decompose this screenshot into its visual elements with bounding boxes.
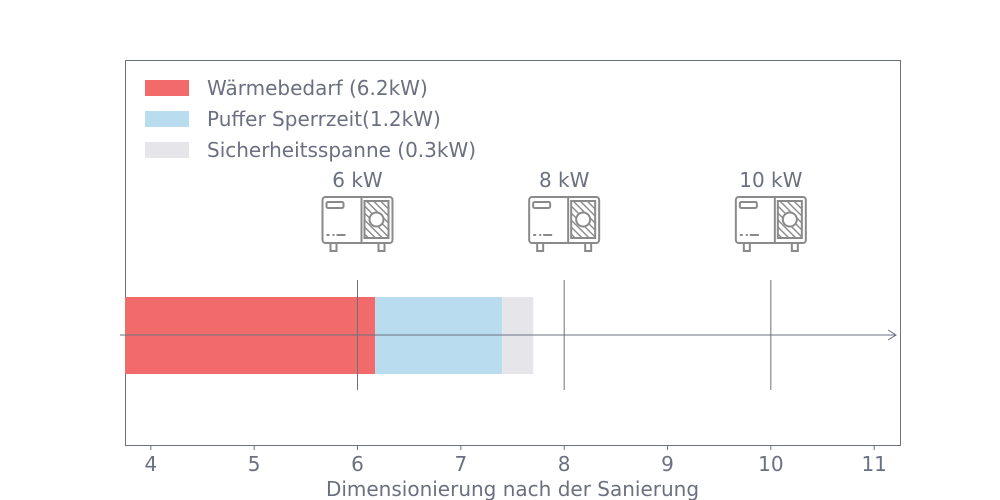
- x-tick-label: 10: [758, 452, 783, 476]
- heat-pump-marker: 8 kW: [528, 168, 601, 390]
- legend-swatch: [145, 142, 189, 158]
- x-tick-label: 5: [248, 452, 261, 476]
- x-axis-ticks: 4 5 6 7 8 9 10 11: [144, 445, 887, 476]
- x-tick-label: 9: [661, 452, 674, 476]
- x-direction-arrow-head: [887, 329, 897, 341]
- x-tick-label: 6: [351, 452, 364, 476]
- heat-pump-icon: [321, 196, 394, 252]
- plot-frame: [125, 60, 901, 446]
- x-tick-label: 8: [558, 452, 571, 476]
- heat-pump-markers: 6 kW 8 kW 10 kW: [321, 168, 807, 390]
- legend-label: Puffer Sperrzeit(1.2kW): [207, 107, 441, 131]
- heat-pump-marker: 10 kW: [734, 168, 807, 390]
- legend-label: Sicherheitsspanne (0.3kW): [207, 138, 476, 162]
- legend-swatch: [145, 111, 189, 127]
- heat-pump-icon: [528, 196, 601, 252]
- x-tick-label: 7: [454, 452, 467, 476]
- x-tick-label: 4: [144, 452, 157, 476]
- marker-label: 6 kW: [332, 168, 383, 192]
- heat-pump-icon: [734, 196, 807, 252]
- x-tick-label: 11: [861, 452, 886, 476]
- bar-segments: [125, 297, 534, 374]
- legend-swatch: [145, 80, 189, 96]
- legend-label: Wärmebedarf (6.2kW): [207, 76, 428, 100]
- x-axis-title: Dimensionierung nach der Sanierung: [326, 477, 699, 500]
- heat-pump-marker: 6 kW: [321, 168, 394, 390]
- marker-label: 10 kW: [739, 168, 802, 192]
- legend: Wärmebedarf (6.2kW) Puffer Sperrzeit(1.2k…: [145, 76, 476, 162]
- marker-label: 8 kW: [539, 168, 590, 192]
